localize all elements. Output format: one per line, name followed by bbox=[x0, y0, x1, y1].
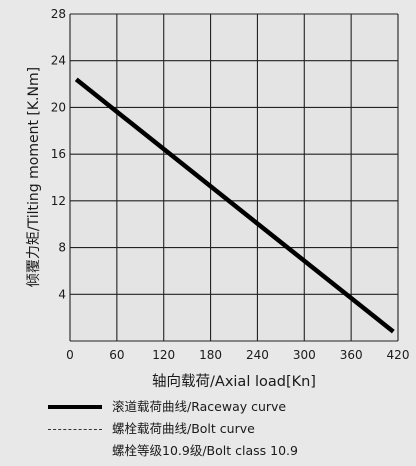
x-tick-label: 360 bbox=[340, 348, 363, 362]
y-tick-label: 4 bbox=[58, 287, 66, 301]
legend: 滚道载荷曲线/Raceway curve 螺栓载荷曲线/Bolt curve 螺… bbox=[48, 396, 298, 462]
y-tick-label: 12 bbox=[51, 194, 66, 208]
x-tick-label: 240 bbox=[246, 348, 269, 362]
plot-area bbox=[70, 14, 398, 341]
y-axis-label: 倾覆力矩/Tilting moment [K.Nm] bbox=[26, 67, 42, 287]
legend-label-bolt-class: 螺栓等级10.9级/Bolt class 10.9 bbox=[112, 442, 298, 458]
x-tick-label: 300 bbox=[293, 348, 316, 362]
x-tick-label: 60 bbox=[109, 348, 124, 362]
series-layer bbox=[74, 77, 395, 334]
y-tick-label: 20 bbox=[51, 100, 66, 114]
legend-label-bolt: 螺栓载荷曲线/Bolt curve bbox=[112, 420, 255, 436]
legend-item-bolt-class: 螺栓等级10.9级/Bolt class 10.9 bbox=[48, 440, 298, 462]
legend-item-bolt: 螺栓载荷曲线/Bolt curve bbox=[48, 418, 298, 440]
legend-swatch-raceway bbox=[48, 405, 102, 409]
x-tick-label: 0 bbox=[66, 348, 74, 362]
x-axis-label: 轴向载荷/Axial load[Kn] bbox=[152, 373, 316, 390]
y-tick-label: 24 bbox=[51, 54, 66, 68]
y-tick-label: 16 bbox=[51, 147, 66, 161]
x-tick-label: 180 bbox=[199, 348, 222, 362]
tick-labels: 0 60 120 180 240 300 360 420 28 24 20 16 12 8 4 bbox=[51, 7, 410, 362]
legend-swatch-bolt bbox=[48, 428, 102, 430]
y-tick-label: 28 bbox=[51, 7, 66, 21]
legend-label-raceway: 滚道载荷曲线/Raceway curve bbox=[112, 398, 287, 414]
series-line-raceway bbox=[74, 77, 395, 334]
y-tick-label: 8 bbox=[58, 241, 66, 255]
x-tick-label: 120 bbox=[152, 348, 175, 362]
x-tick-label: 420 bbox=[387, 348, 410, 362]
legend-item-raceway: 滚道载荷曲线/Raceway curve bbox=[48, 396, 298, 418]
